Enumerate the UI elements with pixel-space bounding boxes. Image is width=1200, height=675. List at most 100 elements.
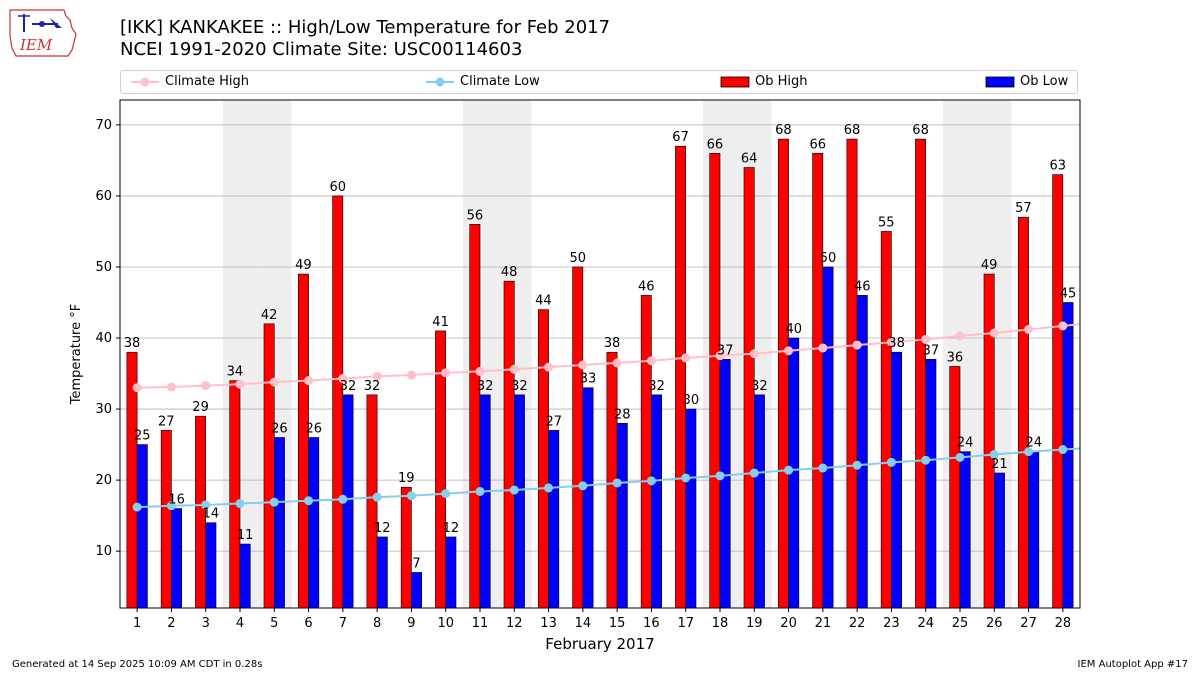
label-ob-low-day-28: 45 [1060,286,1077,301]
x-tick-label-19: 19 [746,616,763,631]
label-ob-high-day-7: 60 [329,180,346,195]
chart-subtitle: NCEI 1991-2020 Climate Site: USC00114603 [120,39,523,60]
bar-ob-low-day-8 [376,536,388,609]
label-ob-low-day-16: 32 [648,379,665,394]
bar-ob-high-day-13 [537,309,549,609]
bar-ob-high-day-7 [332,195,344,609]
climate-high-point-day-22 [852,340,862,350]
label-ob-high-day-2: 27 [158,414,175,429]
climate-high-point-day-9 [406,370,416,380]
climate-high-point-day-5 [269,377,279,387]
label-ob-high-day-10: 41 [432,315,449,330]
climate-low-point-day-4 [235,499,245,509]
x-tick-label-9: 9 [407,616,415,631]
climate-low-point-day-10 [441,489,451,499]
bar-ob-high-day-8 [366,394,378,609]
climate-low-point-day-27 [1024,447,1034,457]
climate-high-point-day-4 [235,379,245,389]
label-ob-high-day-25: 36 [947,350,964,365]
bar-ob-low-day-1 [136,444,148,609]
label-ob-low-day-15: 28 [614,407,631,422]
bar-value-labels: 38 27 29 34 42 49 60 32 19 41 56 48 44 50 38 46 67 66 64 68… [124,123,1077,571]
label-ob-low-day-25: 24 [957,436,974,451]
bar-ob-low-day-13 [548,430,560,609]
bars [126,138,1074,609]
bar-ob-high-day-18 [709,152,721,609]
ob-low-swatch [985,76,1015,88]
label-ob-high-day-21: 66 [809,137,826,152]
climate-low-point-day-12 [509,485,519,495]
y-tick-label-70: 70 [95,118,112,133]
x-tick-label-18: 18 [712,616,729,631]
climate-low-point-day-26 [989,450,999,460]
climate-high-point-day-11 [475,366,485,376]
label-ob-high-day-14: 50 [569,251,586,266]
logo-text: IEM [19,36,53,54]
climate-high-point-day-3 [201,381,211,391]
y-tick-label-60: 60 [95,189,112,204]
climate-low-point-day-21 [818,463,828,473]
label-ob-low-day-3: 14 [203,507,220,522]
label-ob-high-day-12: 48 [501,265,518,280]
x-tick-label-16: 16 [643,616,660,631]
y-axis-label: Temperature °F [69,304,84,405]
legend-label-ob-low: Ob Low [1020,74,1069,89]
bar-ob-low-day-12 [513,394,525,609]
iem-logo: IEM [9,9,77,57]
climate-high-point-day-21 [818,343,828,353]
x-tick-label-11: 11 [472,616,489,631]
bar-ob-high-day-14 [572,266,584,609]
climate-low-point-day-22 [852,460,862,470]
climate-low-point-day-28 [1058,445,1068,455]
x-tick-label-7: 7 [339,616,347,631]
bar-ob-low-day-10 [445,536,457,609]
bar-ob-low-day-15 [616,422,628,609]
x-tick-label-15: 15 [609,616,626,631]
climate-low-point-day-18 [715,471,725,481]
bar-ob-high-day-2 [160,430,172,609]
climate-high-point-day-7 [338,374,348,384]
climate-high-point-day-6 [304,376,314,386]
y-tick-label-30: 30 [95,402,112,417]
label-ob-low-day-6: 26 [305,421,322,436]
bar-ob-high-day-17 [675,145,687,609]
bar-ob-high-day-11 [469,224,481,609]
x-tick-label-21: 21 [815,616,832,631]
bar-ob-high-day-4 [229,380,241,609]
climate-low-point-day-23 [886,457,896,467]
climate-high-point-day-18 [715,351,725,361]
label-ob-high-day-3: 29 [192,400,209,415]
climate-high-point-day-1 [132,383,142,393]
bar-ob-high-day-27 [1017,216,1029,609]
label-ob-high-day-23: 55 [878,215,895,230]
x-tick-label-8: 8 [373,616,381,631]
label-ob-high-day-1: 38 [124,336,141,351]
label-ob-high-day-11: 56 [467,208,484,223]
bar-ob-low-day-6 [308,437,320,609]
climate-high-point-day-2 [166,382,176,392]
climate-low-point-day-15 [612,478,622,488]
climate-low-point-day-25 [955,452,965,462]
bar-ob-high-day-20 [777,138,789,609]
bar-ob-high-day-21 [812,152,824,609]
bar-ob-low-day-19 [753,394,765,609]
label-ob-high-day-26: 49 [981,258,998,273]
climate-high-point-day-14 [578,360,588,370]
label-ob-low-day-5: 26 [271,421,288,436]
bar-ob-low-day-26 [993,472,1005,609]
bar-ob-low-day-25 [959,451,971,609]
app-credit: IEM Autoplot App #17 [1077,659,1188,670]
x-tick-label-22: 22 [849,616,866,631]
legend-label-ob-high: Ob High [755,74,808,89]
y-tick-label-40: 40 [95,331,112,346]
bar-ob-high-day-23 [880,231,892,609]
climate-low-point-day-19 [749,468,759,478]
bar-ob-low-day-14 [582,387,594,609]
label-ob-low-day-24: 37 [923,343,940,358]
climate-low-point-day-2 [166,501,176,511]
bar-ob-low-day-28 [1062,302,1074,609]
bar-ob-low-day-9 [411,572,423,609]
bar-ob-low-day-16 [651,394,663,609]
